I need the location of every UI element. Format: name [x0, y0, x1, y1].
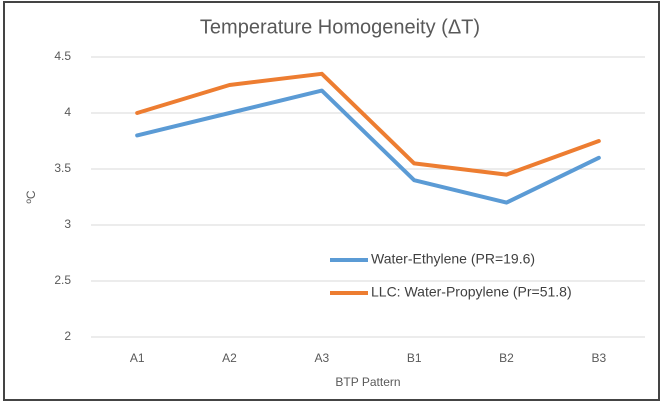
legend-label: LLC: Water-Propylene (Pr=51.8)	[371, 284, 572, 300]
y-tick-label: 2	[64, 329, 71, 343]
y-tick-label: 2.5	[54, 273, 71, 287]
chart-title: Temperature Homogeneity (ΔT)	[200, 16, 480, 38]
chart-frame	[3, 1, 660, 401]
x-axis-label: BTP Pattern	[335, 375, 400, 389]
y-tick-label: 3	[64, 217, 71, 231]
y-axis-label: ºC	[24, 190, 38, 203]
x-tick-label: B2	[499, 351, 514, 365]
x-tick-label: A2	[222, 351, 237, 365]
y-tick-label: 4.5	[54, 49, 71, 63]
series-line	[135, 71, 601, 177]
legend-label: Water-Ethylene (PR=19.6)	[371, 251, 535, 267]
x-tick-label: A1	[130, 351, 145, 365]
y-tick-label: 4	[64, 105, 71, 119]
x-tick-label: B3	[591, 351, 606, 365]
x-tick-label: A3	[314, 351, 329, 365]
y-tick-label: 3.5	[54, 161, 71, 175]
x-tick-label: B1	[407, 351, 422, 365]
series-line	[135, 88, 601, 205]
